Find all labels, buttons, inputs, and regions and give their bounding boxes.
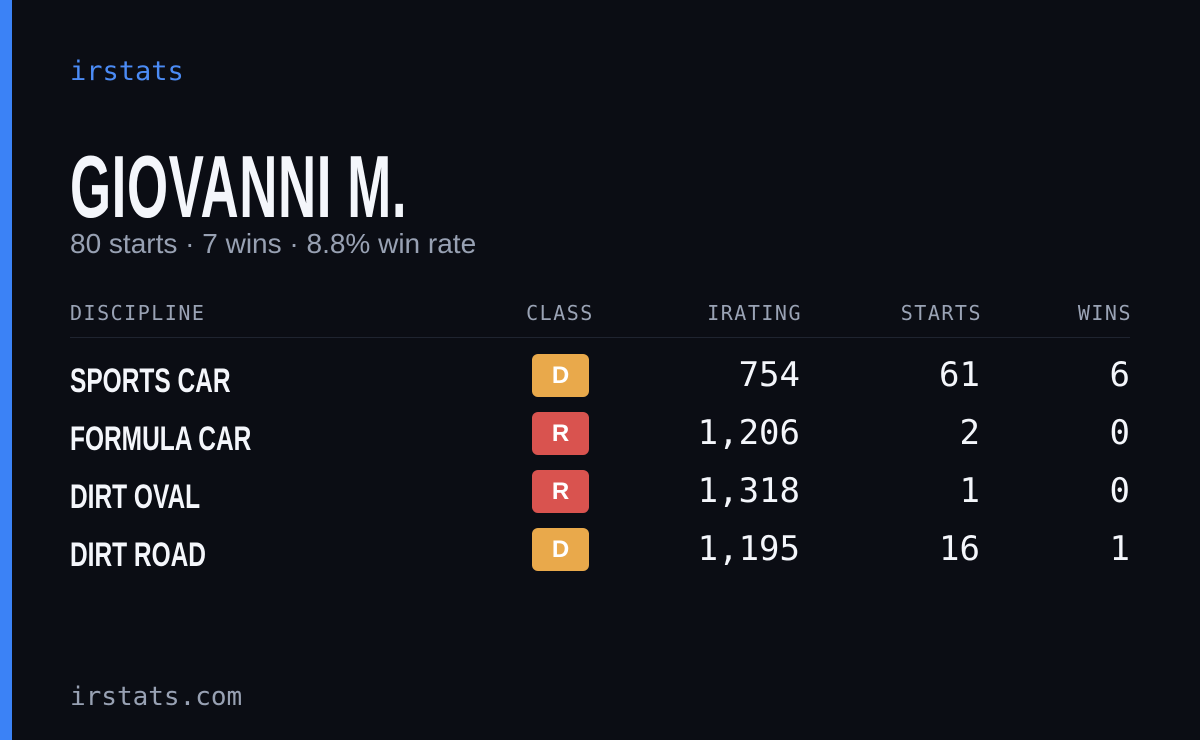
accent-bar (0, 0, 12, 740)
discipline: DIRT ROAD (70, 536, 207, 574)
wins: 6 (1109, 355, 1130, 395)
starts: 2 (959, 413, 980, 453)
class-badge: D (532, 528, 589, 571)
driver-name: GIOVANNI M. (70, 137, 408, 236)
column-header: STARTS (900, 301, 982, 325)
discipline: DIRT OVAL (70, 478, 201, 516)
driver-summary: 80 starts · 7 wins · 8.8% win rate (70, 228, 477, 259)
discipline: SPORTS CAR (70, 362, 231, 400)
wins: 0 (1109, 413, 1130, 453)
starts: 16 (939, 529, 980, 569)
discipline: FORMULA CAR (70, 420, 252, 458)
column-header: CLASS (526, 301, 594, 325)
class-badge: D (532, 354, 589, 397)
class-badge: R (532, 412, 589, 455)
irating: 1,195 (697, 529, 800, 569)
wins: 1 (1109, 529, 1130, 569)
footer-url: irstats.com (70, 682, 243, 712)
starts: 61 (939, 355, 980, 395)
irating: 1,318 (697, 471, 800, 511)
wins: 0 (1109, 471, 1130, 511)
brand: irstats (70, 56, 184, 87)
irating: 1,206 (697, 413, 800, 453)
column-header: IRATING (707, 301, 802, 325)
column-header: DISCIPLINE (70, 301, 206, 325)
header-divider (70, 337, 1130, 338)
starts: 1 (959, 471, 980, 511)
irating: 754 (738, 355, 800, 395)
class-badge: R (532, 470, 589, 513)
column-header: WINS (1077, 301, 1132, 325)
